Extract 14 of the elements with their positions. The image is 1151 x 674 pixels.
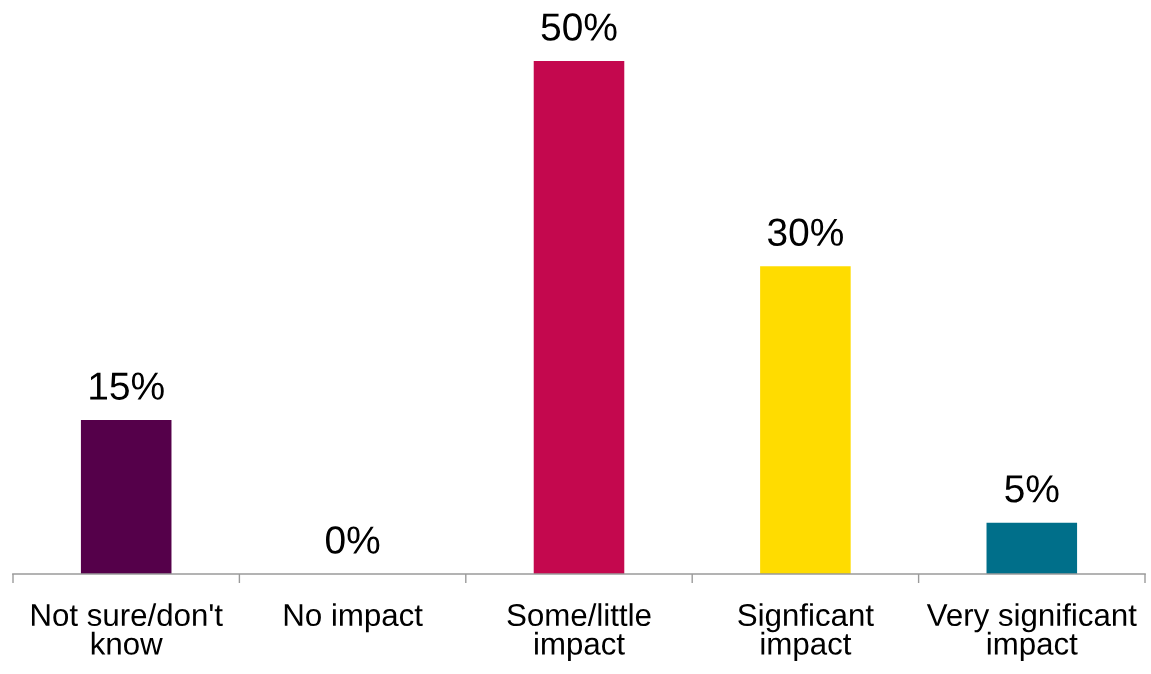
data-label: 0%: [326, 526, 380, 554]
x-tick-label: Signficant impact: [738, 603, 874, 661]
x-tick-label: Very significant impact: [926, 603, 1137, 661]
data-label: 30%: [767, 218, 843, 247]
x-tick-label: Not sure/don't know: [31, 603, 223, 655]
data-label: 15%: [90, 372, 164, 400]
bar: [533, 61, 625, 574]
x-tick-label: Some/little impact: [507, 603, 651, 661]
bar: [986, 522, 1078, 574]
x-tick-label: No impact: [284, 603, 423, 633]
bar: [760, 266, 851, 574]
bar: [80, 420, 172, 574]
data-label: 5%: [1005, 475, 1059, 503]
data-label: 50%: [541, 13, 617, 41]
